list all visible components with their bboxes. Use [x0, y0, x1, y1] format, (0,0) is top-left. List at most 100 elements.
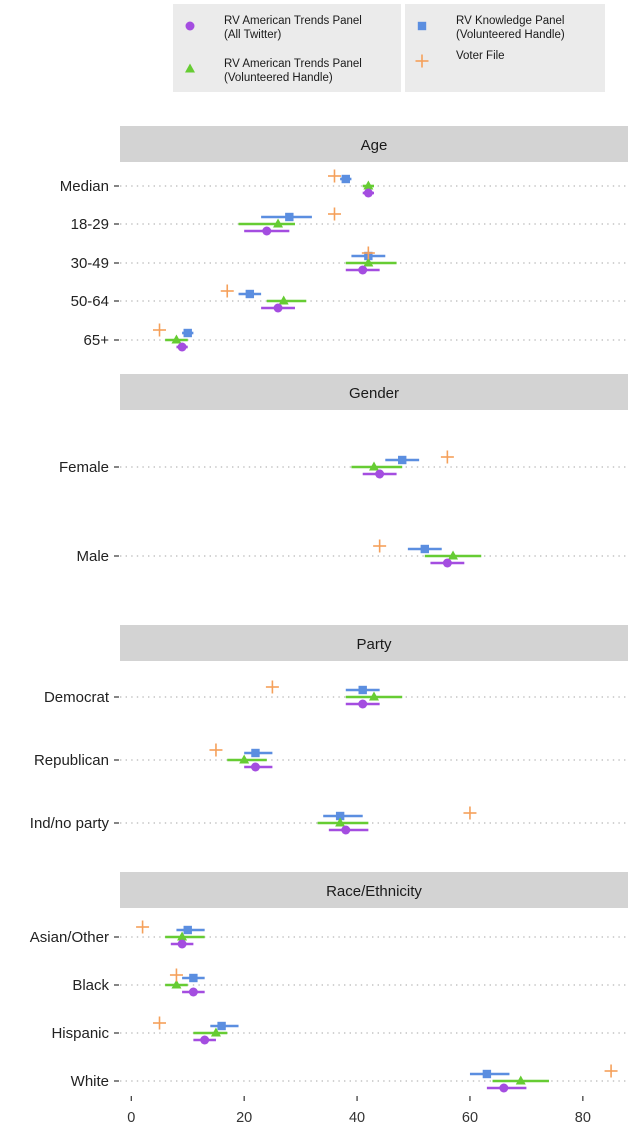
point-kp_vol [335, 811, 345, 821]
point-kp_vol [245, 289, 255, 299]
category-row: 50-64 [71, 284, 628, 313]
x-tick-label: 40 [349, 1110, 365, 1126]
category-label: 65+ [84, 332, 110, 349]
point-atp_all [177, 939, 187, 949]
point-atp_vol [239, 754, 250, 764]
x-axis: 0 20 40 60 80 [127, 1096, 591, 1126]
point-voter [265, 680, 279, 694]
category-label: Hispanic [51, 1025, 109, 1042]
legend-entry-voter: Voter File [415, 50, 505, 68]
point-atp_vol [515, 1075, 526, 1085]
legend-label-atp_vol: RV American Trends Panel [224, 58, 362, 70]
category-row: Hispanic [51, 1016, 628, 1045]
category-row: 65+ [84, 323, 628, 352]
panel-strip [120, 872, 628, 908]
legend-label-atp_all: RV American Trends Panel [224, 15, 362, 27]
point-voter [153, 323, 167, 337]
x-tick-label: 80 [575, 1110, 591, 1126]
panel-age: Age Median 18-29 30-49 50-64 65+ [60, 126, 628, 352]
x-tick-label: 20 [236, 1110, 252, 1126]
legend-label-voter: Voter File [456, 50, 505, 62]
point-atp_all [262, 226, 272, 236]
point-atp_all [273, 303, 283, 313]
category-row: Male [76, 539, 628, 568]
point-kp_vol [189, 973, 198, 983]
point-kp_vol [482, 1069, 492, 1079]
legend-sublabel-atp_vol: (Volunteered Handle) [224, 72, 333, 84]
point-voter [136, 920, 150, 934]
category-label: 50-64 [71, 293, 109, 310]
point-voter [463, 806, 477, 820]
point-kp_vol [341, 174, 350, 184]
category-label: Male [76, 548, 109, 565]
point-atp_all [375, 469, 385, 479]
category-label: Median [60, 178, 109, 195]
panel-title: Party [356, 636, 392, 653]
category-row: Black [72, 968, 628, 997]
category-label: White [71, 1073, 109, 1090]
legend: RV American Trends Panel(All Twitter)RV … [173, 4, 605, 92]
category-row: Female [59, 450, 628, 479]
point-atp_all [177, 342, 187, 352]
legend-label-kp_vol: RV Knowledge Panel [456, 15, 564, 27]
point-atp_all [200, 1035, 210, 1045]
point-atp_all [341, 825, 351, 835]
panel-title: Gender [349, 385, 399, 402]
legend-sublabel-kp_vol: (Volunteered Handle) [456, 29, 565, 41]
legend-key-atp_all [185, 21, 195, 31]
category-row: Ind/no party [30, 806, 628, 835]
category-row: Median [60, 169, 628, 198]
category-row: Asian/Other [30, 920, 628, 949]
category-label: Ind/no party [30, 815, 110, 832]
point-atp_all [358, 699, 368, 709]
legend-box-1 [173, 4, 401, 92]
category-label: Female [59, 459, 109, 476]
point-voter [604, 1064, 618, 1078]
legend-key-kp_vol [417, 21, 427, 31]
point-voter [327, 169, 341, 183]
point-atp_vol [273, 218, 284, 228]
legend-key-atp_vol [185, 63, 195, 73]
panel-party: Party Democrat Republican Ind/no party [30, 625, 628, 835]
panel-gender: Gender Female Male [59, 374, 628, 568]
category-label: 18-29 [71, 216, 109, 233]
point-atp_vol [171, 334, 182, 344]
panel-race-ethnicity: Race/Ethnicity Asian/Other Black Hispanic Wh… [30, 872, 628, 1093]
point-voter [153, 1016, 167, 1030]
point-atp_vol [363, 257, 374, 267]
panel-strip [120, 126, 628, 162]
point-atp_all [442, 558, 452, 568]
point-kp_vol [251, 748, 260, 758]
point-atp_vol [278, 295, 289, 305]
point-atp_vol [369, 691, 379, 701]
point-voter [209, 743, 223, 757]
category-row: Republican [34, 743, 628, 772]
panel-title: Age [361, 137, 388, 154]
legend-sublabel-atp_all: (All Twitter) [224, 29, 281, 41]
panel-title: Race/Ethnicity [326, 883, 422, 900]
point-kp_vol [420, 544, 429, 554]
category-label: 30-49 [71, 255, 109, 272]
point-kp_vol [358, 685, 367, 695]
point-atp_all [499, 1083, 509, 1093]
x-tick-label: 60 [462, 1110, 478, 1126]
point-atp_vol [335, 817, 346, 827]
point-kp_vol [183, 328, 192, 338]
point-atp_all [250, 762, 260, 772]
x-tick-label: 0 [127, 1110, 135, 1126]
point-atp_all [188, 987, 198, 997]
point-kp_vol [217, 1021, 226, 1031]
category-label: Black [72, 977, 109, 994]
point-atp_vol [171, 979, 182, 989]
legend-entry-kp_vol: RV Knowledge Panel (Volunteered Handle) [417, 15, 565, 41]
legend-entry-atp_vol: RV American Trends Panel (Volunteered Han… [185, 58, 362, 84]
chart-panels: Age Median 18-29 30-49 50-64 65+ Gender Female M… [30, 126, 628, 1093]
point-voter [373, 539, 387, 553]
panel-strip [120, 625, 628, 661]
legend-entry-atp_all: RV American Trends Panel (All Twitter) [185, 15, 362, 41]
point-kp_vol [285, 212, 294, 222]
category-label: Asian/Other [30, 929, 109, 946]
point-atp_vol [210, 1027, 221, 1037]
category-row: Democrat [44, 680, 628, 709]
